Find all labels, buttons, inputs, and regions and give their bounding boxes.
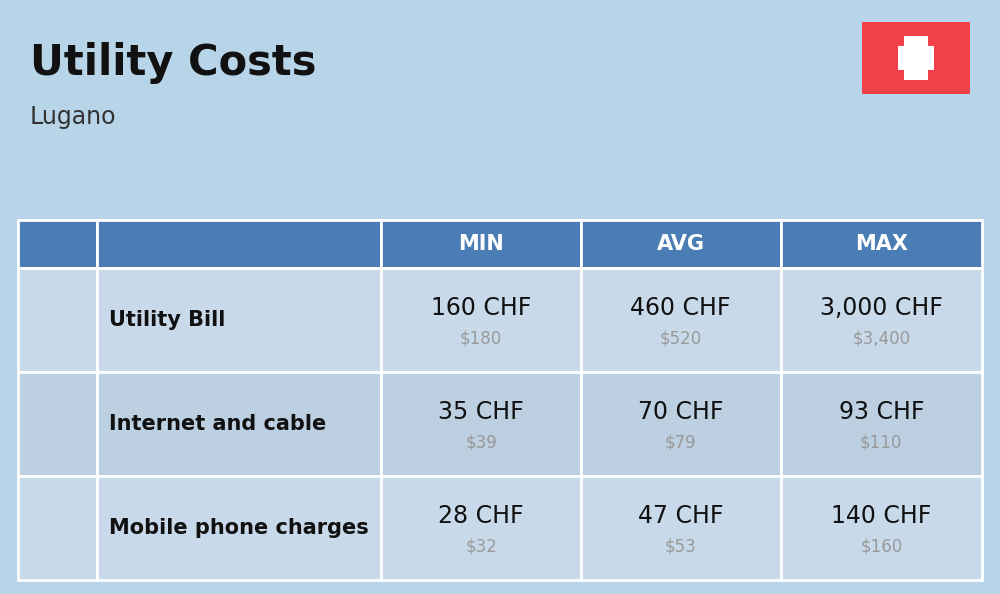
Bar (581, 268, 781, 372)
Text: 160 CHF: 160 CHF (431, 296, 531, 320)
Bar (581, 476, 781, 580)
Bar (781, 268, 982, 372)
Bar (97, 220, 381, 268)
Text: $53: $53 (665, 538, 697, 556)
Text: AVG: AVG (657, 234, 705, 254)
Bar (32, 399, 83, 450)
Bar (581, 372, 781, 476)
Bar (32, 294, 83, 346)
Bar (381, 476, 581, 580)
Bar (781, 372, 982, 476)
Bar (18, 476, 97, 580)
Text: 47 CHF: 47 CHF (638, 504, 724, 527)
Text: $520: $520 (660, 330, 702, 347)
Bar (97, 268, 381, 372)
Bar (97, 476, 381, 580)
Text: MIN: MIN (458, 234, 504, 254)
Bar (18, 268, 97, 372)
Bar (904, 36, 928, 80)
Text: Utility Costs: Utility Costs (30, 42, 316, 84)
Text: 70 CHF: 70 CHF (638, 400, 724, 424)
Text: Mobile phone charges: Mobile phone charges (109, 518, 369, 538)
Bar (97, 372, 381, 476)
Bar (32, 503, 83, 554)
Bar (18, 220, 97, 268)
Text: 93 CHF: 93 CHF (839, 400, 924, 424)
Text: $160: $160 (860, 538, 902, 556)
Text: $3,400: $3,400 (852, 330, 910, 347)
Text: 35 CHF: 35 CHF (438, 400, 524, 424)
Bar (381, 268, 581, 372)
Text: 460 CHF: 460 CHF (631, 296, 731, 320)
Bar (18, 372, 97, 476)
Text: $32: $32 (465, 538, 497, 556)
Text: $79: $79 (665, 434, 697, 451)
Text: Internet and cable: Internet and cable (109, 414, 326, 434)
Text: Utility Bill: Utility Bill (109, 310, 225, 330)
Bar (862, 22, 970, 94)
Bar (781, 476, 982, 580)
Text: 28 CHF: 28 CHF (438, 504, 524, 527)
Bar (381, 372, 581, 476)
Bar (898, 46, 934, 70)
Bar (781, 220, 982, 268)
Text: $39: $39 (465, 434, 497, 451)
Bar (381, 220, 581, 268)
Text: 3,000 CHF: 3,000 CHF (820, 296, 943, 320)
Text: $110: $110 (860, 434, 902, 451)
Bar (581, 220, 781, 268)
Text: 140 CHF: 140 CHF (831, 504, 931, 527)
Text: $180: $180 (460, 330, 502, 347)
Text: Lugano: Lugano (30, 105, 116, 129)
Text: MAX: MAX (855, 234, 908, 254)
